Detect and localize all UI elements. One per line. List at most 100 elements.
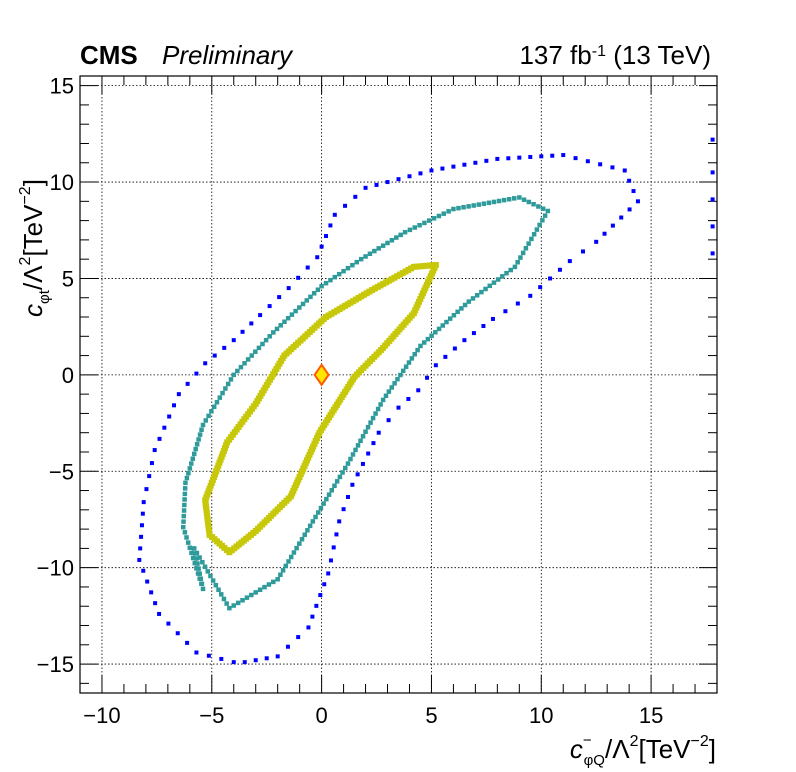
contour-point <box>422 220 427 226</box>
contour-point <box>394 235 399 240</box>
contour-point <box>385 240 390 246</box>
contour-point <box>512 264 518 270</box>
contour-point <box>573 156 578 161</box>
contour-point <box>321 501 326 506</box>
contour-point <box>376 246 381 251</box>
contour-point <box>235 368 240 374</box>
contour-point <box>521 197 527 202</box>
contour-point <box>531 201 536 207</box>
contour-point <box>147 474 152 479</box>
contour-point <box>308 294 313 300</box>
contour-point <box>315 255 320 260</box>
contour-point <box>421 340 427 345</box>
contour-point <box>202 500 209 507</box>
contour-point <box>481 201 487 206</box>
contour-point <box>203 509 210 516</box>
contour-point <box>145 579 150 584</box>
contour-point <box>602 231 607 236</box>
contour-point <box>540 206 546 211</box>
contour-point <box>193 446 198 452</box>
experiment-label: CMS <box>80 40 138 70</box>
contour-point <box>294 545 299 551</box>
contour-point <box>286 559 291 564</box>
contour-point <box>205 569 210 574</box>
contour-point <box>206 413 211 419</box>
contour-point <box>334 479 340 484</box>
contour-point <box>389 238 395 243</box>
contour-point <box>180 524 186 530</box>
contour-point <box>190 456 196 461</box>
contour-point <box>278 572 283 578</box>
contour-point <box>141 568 146 573</box>
contour-point <box>506 156 511 161</box>
contour-point <box>139 523 144 528</box>
contour-point <box>213 582 219 588</box>
contour-point <box>420 263 427 270</box>
contour-point <box>208 573 213 579</box>
contour-point <box>235 600 241 606</box>
contour-point <box>425 375 430 380</box>
contour-point <box>631 189 636 194</box>
contour-point <box>219 656 224 661</box>
contour-point <box>183 480 188 486</box>
contour-point <box>288 554 294 560</box>
contour-point <box>315 287 321 292</box>
contour-point <box>260 341 265 347</box>
contour-point <box>427 218 432 223</box>
contour-point <box>360 434 366 439</box>
contour-point <box>267 334 272 339</box>
contour-point <box>231 603 237 608</box>
contour-point <box>466 204 471 209</box>
contour-point <box>425 336 431 342</box>
contour-point <box>441 211 446 216</box>
contour-point <box>310 614 315 619</box>
contour-point <box>267 304 272 309</box>
contour-point <box>471 331 476 336</box>
contour-point <box>378 402 383 407</box>
contour-point <box>185 640 190 645</box>
contour-point <box>395 376 400 382</box>
contour-point <box>503 309 508 314</box>
y-tick-label: 15 <box>50 74 74 99</box>
contour-point <box>299 536 305 542</box>
contour-point <box>363 185 368 190</box>
contour-point <box>353 447 358 453</box>
contour-point <box>275 576 280 582</box>
contour-point <box>710 224 715 229</box>
contour-point <box>271 330 276 335</box>
contour-point <box>368 420 373 425</box>
contour-point <box>526 241 531 246</box>
contour-point <box>203 418 209 423</box>
contour-point <box>182 491 188 497</box>
contour-point <box>293 308 298 314</box>
y-tick-label: 10 <box>50 170 74 195</box>
contour-point <box>166 621 171 626</box>
contour-point <box>212 353 217 358</box>
contour-point <box>340 470 345 475</box>
contour-point <box>194 442 200 447</box>
contour-point <box>326 492 332 497</box>
contour-point <box>345 265 351 271</box>
contour-point <box>199 427 204 433</box>
contour-point <box>291 550 297 555</box>
contour-point <box>517 195 522 200</box>
contour-point <box>222 345 227 350</box>
y-tick-label: −15 <box>37 652 74 677</box>
contour-point <box>217 395 223 400</box>
contour-point <box>414 263 421 270</box>
contour-point <box>380 243 386 248</box>
x-axis-label: c− φQ/Λ2[TeV−2] <box>570 732 716 769</box>
contour-point <box>710 170 715 175</box>
contour-point <box>182 502 187 508</box>
x-tick-label: −10 <box>83 703 120 728</box>
contour-point <box>319 244 324 249</box>
contour-point <box>196 566 201 571</box>
contour-point <box>185 540 191 545</box>
contour-point <box>385 180 390 185</box>
contour-point <box>187 466 193 471</box>
contour-point <box>473 160 478 165</box>
contour-point <box>332 274 338 280</box>
contour-point <box>152 448 157 453</box>
contour-point <box>198 576 204 582</box>
contour-point <box>319 283 324 289</box>
